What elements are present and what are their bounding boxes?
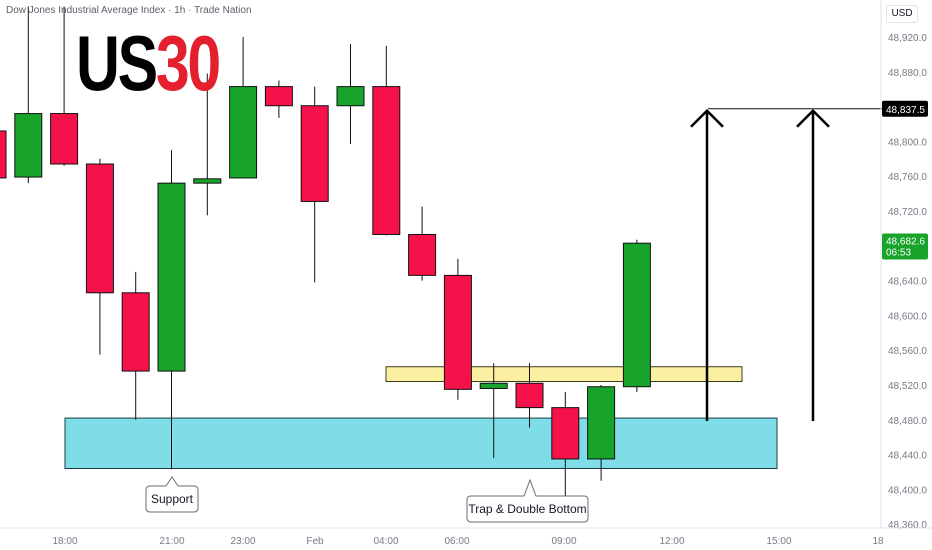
resistance-zone: [385, 366, 743, 383]
brand-logo: US30: [76, 24, 221, 102]
trap-callout: Trap & Double Bottom: [466, 478, 589, 523]
candle: [300, 86, 329, 283]
support-callout-text: Support: [151, 492, 194, 506]
brand-text-30: 30: [155, 19, 221, 107]
candle-body-down: [408, 233, 437, 276]
candle-body-up: [229, 86, 258, 179]
time-tick-label: 04:00: [373, 536, 398, 547]
time-tick-label: Feb: [306, 536, 324, 547]
candle: [372, 45, 401, 236]
candle-body-up: [479, 382, 508, 389]
price-tick-label: 48,920.0: [888, 33, 927, 44]
price-tick-label: 48,600.0: [888, 311, 927, 322]
brand-text-us: US: [76, 19, 158, 107]
candle-body-down: [85, 163, 114, 294]
candle-body-down: [121, 292, 150, 372]
price-tick-label: 48,640.0: [888, 277, 927, 288]
price-tick-label: 48,480.0: [888, 416, 927, 427]
zones-layer: [64, 366, 778, 470]
candle: [264, 80, 293, 118]
candle: [85, 158, 114, 355]
time-tick-label: 23:00: [230, 536, 255, 547]
overlay-layer: Support Trap & Double Bottom: [145, 108, 884, 523]
candle: [121, 271, 150, 420]
current-price-text: 48,682.6: [886, 237, 925, 248]
price-tick-label: 48,560.0: [888, 346, 927, 357]
time-tick-label: 18: [872, 536, 884, 547]
current-price-bg: [882, 233, 928, 260]
target-price-bg: [882, 100, 928, 117]
candle: [193, 73, 222, 216]
candle-body-down: [443, 274, 472, 390]
candle-body-down: [300, 105, 329, 202]
candle-body-up: [193, 178, 222, 184]
price-tick-label: 48,880.0: [888, 68, 927, 79]
candle: [50, 6, 79, 166]
candle: [14, 6, 43, 184]
arrow-head: [690, 109, 724, 128]
candle-body-up: [336, 86, 365, 107]
time-tick-label: 21:00: [159, 536, 184, 547]
candle-body-down: [551, 407, 580, 460]
support-zone: [64, 417, 778, 470]
callout-box: [466, 478, 589, 523]
price-tick-label: 48,520.0: [888, 381, 927, 392]
candles-layer: [0, 6, 651, 507]
countdown-text: 06:53: [886, 248, 911, 259]
price-tick-label: 48,800.0: [888, 137, 927, 148]
target-arrow-1: [690, 109, 724, 421]
price-tick-label: 48,360.0: [888, 520, 927, 531]
time-tick-label: 18:00: [52, 536, 77, 547]
callout-box: [145, 476, 199, 513]
candle-body-up: [157, 182, 186, 372]
arrow-head: [796, 109, 830, 128]
trap-callout-text: Trap & Double Bottom: [468, 502, 586, 516]
time-tick-label: 15:00: [766, 536, 791, 547]
support-callout: Support: [145, 476, 199, 513]
candle-body-up: [14, 113, 43, 178]
candle: [479, 363, 508, 459]
price-tick-label: 48,720.0: [888, 207, 927, 218]
target-price-tag: 48,837.5: [882, 100, 928, 117]
candle: [587, 385, 616, 481]
target-arrow-2: [796, 109, 830, 421]
target-price-text: 48,837.5: [886, 105, 925, 116]
current-price-tag: 48,682.606:53: [882, 233, 928, 260]
candle: [443, 258, 472, 400]
candle-body-down: [50, 113, 79, 165]
candle-body-up: [622, 242, 651, 388]
price-tick-label: 48,400.0: [888, 485, 927, 496]
time-tick-label: 06:00: [444, 536, 469, 547]
candle-body-down: [372, 86, 401, 235]
candle: [515, 363, 544, 428]
symbol-title: Dow Jones Industrial Average Index · 1h …: [6, 5, 252, 16]
currency-button[interactable]: USD: [886, 5, 918, 23]
candle-body-up: [587, 386, 616, 460]
time-tick-label: 12:00: [659, 536, 684, 547]
candle: [336, 43, 365, 145]
candle: [157, 150, 186, 470]
candle: [408, 206, 437, 281]
time-tick-label: 09:00: [551, 536, 576, 547]
candle: [0, 130, 7, 179]
candle-body-down: [0, 130, 7, 179]
candle: [622, 239, 651, 392]
candle: [551, 391, 580, 507]
price-tick-label: 48,440.0: [888, 451, 927, 462]
price-tick-label: 48,760.0: [888, 172, 927, 183]
candle-body-down: [515, 382, 544, 409]
candle-body-down: [264, 86, 293, 107]
candle: [229, 37, 258, 179]
